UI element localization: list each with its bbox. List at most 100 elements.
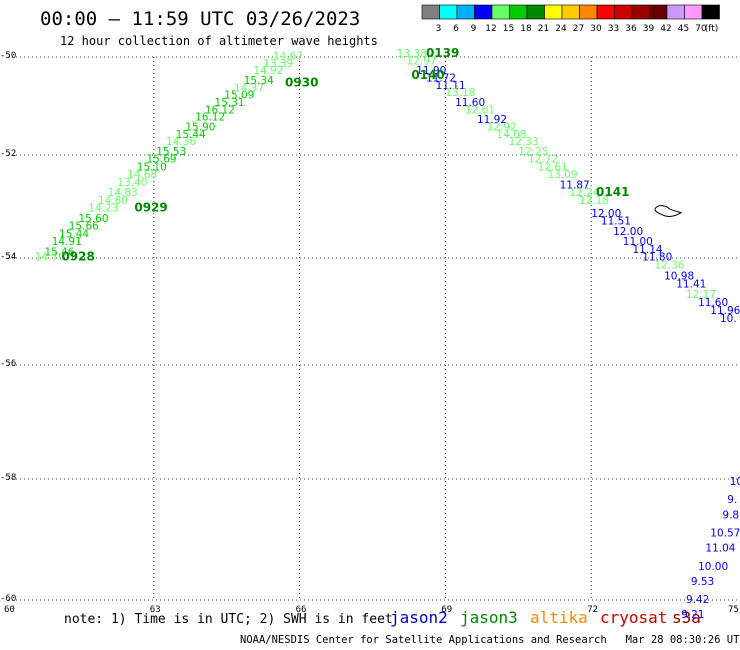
swh-value: 11.90 xyxy=(416,65,446,77)
swh-value: 9.42 xyxy=(686,594,709,606)
swh-value: 9.53 xyxy=(691,576,714,588)
swh-value: 9.21 xyxy=(681,609,704,621)
colorbar-label: 18 xyxy=(520,24,532,34)
time-label: 0141 xyxy=(596,185,629,199)
swh-value: 11.04 xyxy=(705,543,735,555)
colorbar-label: 45 xyxy=(678,24,689,34)
colorbar-legend: 3 6 9 12 15 18 21 24 27 30 33 36 39 42 45 70(ft) xyxy=(421,4,720,34)
swh-value: 12.72 xyxy=(528,154,558,166)
swh-value: 9. xyxy=(727,494,737,506)
swh-value: 15.53 xyxy=(156,146,186,158)
swh-value: 11.00 xyxy=(623,236,653,248)
swh-value: 15.90 xyxy=(185,122,215,134)
swh-value: 12.17 xyxy=(686,289,716,301)
swh-value: 10.98 xyxy=(664,270,694,282)
swh-value: 14.23 xyxy=(88,203,118,215)
latitude-label: -52 xyxy=(0,149,17,159)
satellite-name: s3a xyxy=(672,608,701,627)
swh-value: 14.08 xyxy=(496,129,526,141)
longitude-label: 60 xyxy=(4,605,15,615)
swh-value: 14.37 xyxy=(234,82,264,94)
swh-value: 13.18 xyxy=(445,87,475,99)
swh-value: 15.44 xyxy=(59,228,89,240)
swh-value: 11.80 xyxy=(642,252,672,264)
swh-value: 11.11 xyxy=(436,80,466,92)
swh-value: 12.25 xyxy=(518,146,548,158)
swh-value: 11.60 xyxy=(698,297,728,309)
longitude-label: 69 xyxy=(441,605,453,615)
colorbar-label: 12 xyxy=(485,24,496,34)
colorbar-label: 70 xyxy=(695,24,707,34)
colorbar-label: 21 xyxy=(538,24,549,34)
swh-value: 13.40 xyxy=(117,177,147,189)
page-title: 00:00 – 11:59 UTC 03/26/2023 xyxy=(40,8,361,30)
colorbar-label: 30 xyxy=(590,24,602,34)
swh-value: 10. xyxy=(720,313,737,325)
swh-value: 11.51 xyxy=(601,216,631,228)
swh-value: 11.96 xyxy=(710,305,740,317)
colorbar-label: 39 xyxy=(643,24,655,34)
colorbar-label: 33 xyxy=(608,24,619,34)
swh-value: 14.83 xyxy=(108,187,138,199)
swh-value: 15.60 xyxy=(78,213,108,225)
swh-value: 15.66 xyxy=(69,221,99,233)
footer-credit: NOAA/NESDIS Center for Satellite Applica… xyxy=(240,634,740,646)
swh-value: 14.68 xyxy=(127,169,157,181)
swh-value: 11.41 xyxy=(676,278,706,290)
swh-value: 11.87 xyxy=(560,179,590,191)
colorbar-label: 3 xyxy=(436,24,442,34)
colorbar-label: 42 xyxy=(660,24,671,34)
time-label: 0930 xyxy=(285,75,318,89)
swh-value: 15.34 xyxy=(244,75,274,87)
swh-value: 12.92 xyxy=(487,122,517,134)
satellite-name: cryosat xyxy=(600,608,668,627)
swh-value: 14.70 xyxy=(35,252,65,264)
swh-value: 14.91 xyxy=(52,236,82,248)
colorbar-label: 24 xyxy=(555,24,567,34)
colorbar-label: 15 xyxy=(503,24,514,34)
swh-value: 14.36 xyxy=(166,136,196,148)
swh-value: 10.00 xyxy=(698,561,728,573)
swh-value: 13.39 xyxy=(263,58,293,70)
swh-value: 10.57 xyxy=(710,527,740,539)
footer-note: note: 1) Time is in UTC; 2) SWH is in fe… xyxy=(64,612,393,627)
longitude-label: 72 xyxy=(587,605,599,615)
swh-value: 14.67 xyxy=(273,50,303,62)
time-label: 0140 xyxy=(411,68,444,82)
swh-value: 16.12 xyxy=(205,104,235,116)
swh-value: 12.36 xyxy=(654,260,684,272)
latitude-label: -50 xyxy=(0,51,17,61)
swh-value: 11.92 xyxy=(477,114,507,126)
swh-value: 12.00 xyxy=(613,226,643,238)
map-grid xyxy=(8,56,737,601)
latitude-label: -60 xyxy=(0,594,17,604)
longitude-label: 63 xyxy=(149,605,161,615)
swh-value: 14.92 xyxy=(253,65,283,77)
swh-value: 11.72 xyxy=(426,73,456,85)
page-subtitle: 12 hour collection of altimeter wave hei… xyxy=(60,34,378,48)
swh-value: 15.44 xyxy=(176,129,206,141)
latitude-label: -58 xyxy=(0,473,17,483)
swh-value: 12.18 xyxy=(579,195,609,207)
swh-value: 15.10 xyxy=(137,161,167,173)
swh-value: 15.09 xyxy=(224,90,254,102)
colorbar-unit: (ft) xyxy=(705,24,719,34)
colorbar-swatch xyxy=(701,4,720,20)
swh-value: 14.80 xyxy=(98,195,128,207)
colorbar-label: 27 xyxy=(573,24,584,34)
swh-value: 9.8 xyxy=(722,509,739,521)
swh-value: 15.31 xyxy=(215,97,245,109)
longitude-label: 75 xyxy=(728,605,739,615)
satellite-name: jason3 xyxy=(460,608,518,627)
swh-value: 11.60 xyxy=(455,97,485,109)
swh-value: 12.33 xyxy=(509,136,539,148)
swh-value: 12.97 xyxy=(407,55,437,67)
swh-value: 11.14 xyxy=(633,244,663,256)
satellite-name: jason2 xyxy=(390,608,448,627)
swh-value: 12.00 xyxy=(591,208,621,220)
longitude-label: 66 xyxy=(295,605,307,615)
latitude-label: -56 xyxy=(0,359,17,369)
time-label: 0928 xyxy=(61,250,94,264)
swh-value: 10 xyxy=(730,476,740,488)
